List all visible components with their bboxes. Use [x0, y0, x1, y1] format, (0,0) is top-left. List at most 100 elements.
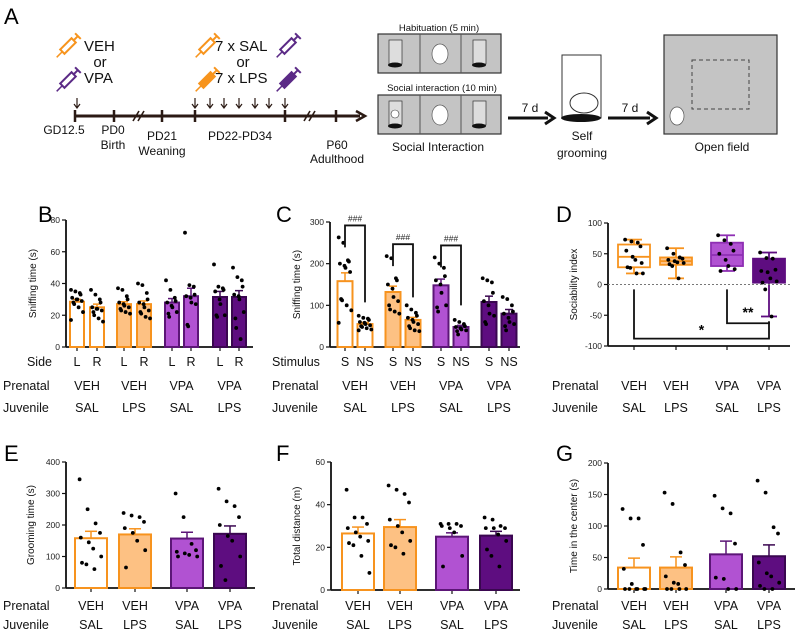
bracket-line: [440, 244, 462, 306]
juvenile-label: SAL: [622, 401, 646, 415]
prenatal-or-label: or: [93, 54, 106, 71]
data-point: [358, 534, 363, 539]
data-point: [464, 328, 468, 333]
data-point: [387, 303, 391, 308]
data-point: [360, 515, 365, 520]
data-point: [81, 310, 85, 314]
data-point: [93, 521, 98, 526]
data-point: [356, 328, 361, 333]
data-point: [386, 282, 390, 287]
juvenile-label: LPS: [218, 401, 242, 415]
data-point: [402, 492, 407, 496]
juvenile-label: SAL: [346, 618, 370, 629]
data-point: [231, 265, 235, 270]
x-category-label: S: [437, 355, 445, 369]
prenatal-label: VPA: [217, 379, 242, 393]
data-point: [489, 553, 494, 558]
prenatal-label: VEH: [78, 599, 104, 613]
data-point: [676, 582, 681, 586]
data-point: [174, 549, 179, 554]
data-point: [369, 327, 374, 332]
data-point: [755, 478, 760, 483]
data-point: [763, 287, 768, 292]
data-point: [416, 322, 420, 326]
data-point: [629, 582, 634, 586]
data-point: [459, 524, 463, 528]
data-point: [503, 526, 507, 531]
data-point: [480, 276, 485, 281]
panel-f: F 0 20 40 60 Total distance (m) Prenatal Juveni…: [272, 441, 520, 629]
data-point: [629, 239, 634, 244]
juvenile-label: LPS: [484, 618, 508, 629]
data-point: [235, 275, 240, 280]
data-point: [713, 575, 718, 580]
data-point: [510, 303, 514, 308]
data-point: [770, 256, 775, 261]
panel-letter-a: A: [4, 4, 19, 29]
bar: [383, 526, 417, 591]
data-point: [460, 553, 465, 558]
bar-group: [341, 487, 375, 592]
timeline-adulthood-label: Adulthood: [310, 152, 364, 166]
data-point: [86, 540, 91, 545]
prenatal-label: VEH: [621, 379, 647, 393]
x-category-label: NS: [500, 355, 517, 369]
data-point: [408, 539, 413, 543]
data-point: [69, 318, 73, 322]
data-point: [237, 515, 241, 520]
prenatal-label: VPA: [757, 379, 782, 393]
juvenile-label: SAL: [79, 618, 103, 629]
data-point: [769, 314, 774, 319]
grooming-cylinder: [561, 54, 602, 122]
juvenile-label: SAL: [622, 618, 646, 629]
timeline-birth-label: Birth: [101, 138, 126, 152]
data-point: [776, 531, 780, 536]
data-point: [500, 295, 505, 299]
data-point: [665, 246, 670, 251]
data-point: [347, 541, 351, 545]
bracket-line: [633, 289, 770, 340]
significance-bracket: *: [633, 289, 770, 340]
data-point: [85, 507, 90, 512]
prenatal-label: VEH: [121, 379, 147, 393]
data-point: [718, 269, 723, 273]
data-point: [187, 553, 192, 557]
prenatal-label: VEH: [387, 599, 413, 613]
data-point: [726, 587, 731, 591]
data-point: [497, 564, 502, 569]
y-tick-label: 0: [55, 583, 60, 593]
data-point: [676, 276, 681, 281]
juvenile-label: LPS: [123, 618, 147, 629]
data-point: [486, 303, 491, 308]
data-point: [225, 534, 230, 538]
data-point: [232, 504, 237, 508]
data-point: [760, 280, 765, 285]
grooming-label: grooming: [557, 146, 607, 160]
prenatal-label: VEH: [122, 599, 148, 613]
juvenile-label: SAL: [175, 618, 199, 629]
data-point: [193, 302, 198, 307]
data-point: [236, 294, 241, 299]
data-point: [662, 490, 667, 495]
data-point: [78, 292, 83, 297]
bar-group: [336, 235, 354, 348]
data-point: [641, 543, 645, 547]
data-point: [365, 521, 369, 526]
x-category-label: L: [217, 355, 224, 369]
juvenile-label: LPS: [391, 401, 415, 415]
data-point: [218, 302, 223, 307]
data-point: [188, 295, 193, 300]
x-category-label: S: [485, 355, 493, 369]
row-label-juvenile: Juvenile: [3, 618, 49, 629]
data-point: [366, 539, 371, 543]
bar: [213, 532, 247, 590]
data-point: [733, 541, 737, 546]
x-category-label: R: [234, 355, 243, 369]
syringe-purple-icon: [276, 66, 302, 92]
data-point: [223, 578, 228, 583]
data-point: [125, 297, 130, 302]
data-point: [73, 289, 78, 294]
panel-d: D -100 -50 0 50 100 Sociability index Prenatal J…: [552, 202, 790, 415]
injection-arrowhead: [235, 103, 243, 109]
